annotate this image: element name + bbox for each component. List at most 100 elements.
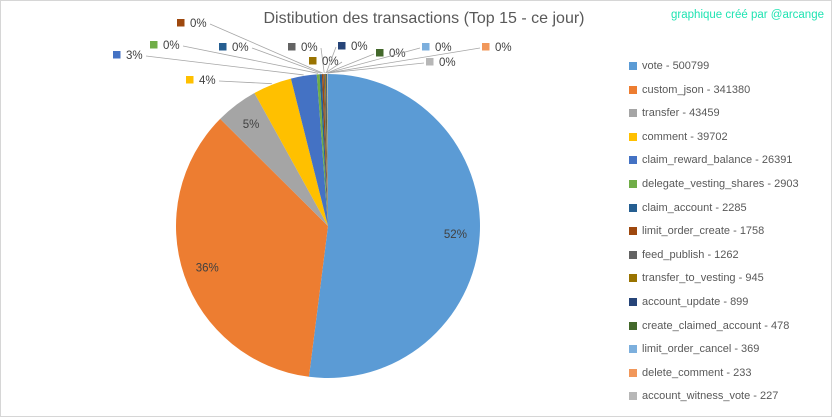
- pie-slice-feed_publish: [323, 74, 328, 226]
- pct-label-transfer: 5%: [243, 119, 260, 131]
- pie-slice-limit_order_create: [321, 74, 328, 226]
- legend-key-icon: [629, 156, 637, 165]
- callout-key-limit_order_create: [177, 19, 185, 27]
- legend-label: create_claimed_account - 478: [642, 319, 790, 332]
- pct-label-limit_order_create: 0%: [190, 18, 207, 30]
- callout-key-comment: [186, 76, 194, 84]
- legend-item-feed_publish: feed_publish - 1262: [629, 247, 799, 263]
- legend-label: feed_publish - 1262: [642, 248, 739, 261]
- legend-label: delegate_vesting_shares - 2903: [642, 177, 799, 190]
- leader-line-delegate_vesting_shares: [182, 45, 319, 74]
- legend-label: limit_order_cancel - 369: [642, 343, 760, 356]
- legend-label: account_witness_vote - 227: [642, 390, 779, 403]
- leader-line-claim_account: [251, 47, 321, 74]
- legend-item-account_witness_vote: account_witness_vote - 227: [629, 388, 799, 404]
- pct-label-custom_json: 36%: [196, 263, 219, 275]
- legend-label: account_update - 899: [642, 295, 749, 308]
- callout-key-delegate_vesting_shares: [150, 41, 158, 49]
- pct-label-comment: 4%: [199, 75, 216, 87]
- pct-label-claim_account: 0%: [232, 42, 249, 54]
- legend-item-account_update: account_update - 899: [629, 294, 799, 310]
- legend-item-transfer: transfer - 43459: [629, 105, 799, 121]
- chart-title: Distibution des transactions (Top 15 - c…: [263, 10, 585, 27]
- legend-key-icon: [629, 345, 637, 354]
- legend-item-claim_reward_balance: claim_reward_balance - 26391: [629, 152, 799, 168]
- callout-key-delete_comment: [482, 43, 490, 51]
- legend-item-delegate_vesting_shares: delegate_vesting_shares - 2903: [629, 176, 799, 192]
- leader-line-account_witness_vote: [327, 62, 425, 74]
- pct-label-delete_comment: 0%: [495, 42, 512, 54]
- legend-item-claim_account: claim_account - 2285: [629, 200, 799, 216]
- legend-item-transfer_to_vesting: transfer_to_vesting - 945: [629, 270, 799, 286]
- leader-line-account_update: [325, 46, 337, 74]
- legend-item-comment: comment - 39702: [629, 129, 799, 145]
- callout-key-create_claimed_account: [376, 49, 384, 57]
- legend-key-icon: [629, 109, 637, 118]
- pie-slice-transfer_to_vesting: [324, 74, 328, 226]
- legend-key-icon: [629, 321, 637, 330]
- legend: vote - 500799 custom_json - 341380 transfe…: [629, 58, 799, 404]
- legend-item-delete_comment: delete_comment - 233: [629, 365, 799, 381]
- pct-label-feed_publish: 0%: [301, 42, 318, 54]
- pie-slice-limit_order_cancel: [327, 74, 328, 226]
- legend-label: claim_account - 2285: [642, 201, 747, 214]
- legend-item-create_claimed_account: create_claimed_account - 478: [629, 318, 799, 334]
- leader-line-claim_reward_balance: [145, 55, 304, 76]
- legend-label: delete_comment - 233: [642, 366, 752, 379]
- legend-key-icon: [629, 132, 637, 141]
- pct-label-limit_order_cancel: 0%: [435, 42, 452, 54]
- pie-slice-transfer: [220, 92, 328, 226]
- credit-text: graphique créé par @arcange: [671, 9, 824, 21]
- legend-key-icon: [629, 297, 637, 306]
- legend-key-icon: [629, 85, 637, 94]
- pct-label-account_update: 0%: [351, 41, 368, 53]
- legend-key-icon: [629, 250, 637, 259]
- leader-line-delete_comment: [327, 47, 481, 74]
- leader-line-limit_order_cancel: [327, 47, 421, 74]
- pie-slice-claim_reward_balance: [290, 74, 328, 226]
- legend-label: transfer_to_vesting - 945: [642, 272, 764, 285]
- legend-label: claim_reward_balance - 26391: [642, 154, 793, 167]
- callout-key-account_witness_vote: [426, 58, 434, 66]
- leader-line-create_claimed_account: [326, 53, 375, 74]
- legend-key-icon: [629, 203, 637, 212]
- pie-slice-create_claimed_account: [326, 74, 328, 226]
- legend-key-icon: [629, 368, 637, 377]
- pie-slice-custom_json: [176, 118, 328, 377]
- legend-label: limit_order_create - 1758: [642, 225, 765, 238]
- legend-key-icon: [629, 179, 637, 188]
- callout-key-limit_order_cancel: [422, 43, 430, 51]
- callout-key-feed_publish: [288, 43, 296, 51]
- pie-slice-comment: [254, 78, 328, 226]
- legend-key-icon: [629, 392, 637, 401]
- leader-line-feed_publish: [320, 47, 325, 74]
- callout-key-account_update: [338, 42, 346, 50]
- pct-label-vote: 52%: [444, 229, 467, 241]
- legend-label: comment - 39702: [642, 130, 728, 143]
- callout-key-claim_account: [219, 43, 227, 51]
- legend-key-icon: [629, 274, 637, 283]
- pie-slice-vote: [308, 73, 481, 378]
- legend-label: custom_json - 341380: [642, 83, 751, 96]
- legend-label: vote - 500799: [642, 60, 710, 72]
- legend-key-icon: [629, 62, 637, 70]
- legend-key-icon: [629, 227, 637, 236]
- pie-slice-delegate_vesting_shares: [316, 74, 328, 227]
- legend-item-vote: vote - 500799: [629, 58, 799, 74]
- pct-label-claim_reward_balance: 3%: [126, 50, 143, 62]
- legend-item-custom_json: custom_json - 341380: [629, 82, 799, 98]
- legend-item-limit_order_create: limit_order_create - 1758: [629, 223, 799, 239]
- leader-line-limit_order_create: [209, 23, 323, 74]
- pct-label-account_witness_vote: 0%: [439, 57, 456, 69]
- callout-key-claim_reward_balance: [113, 51, 121, 59]
- leader-line-comment: [218, 80, 272, 85]
- leader-line-transfer_to_vesting: [325, 61, 343, 74]
- pie-slice-account_update: [325, 74, 328, 226]
- pie-slice-claim_account: [319, 74, 328, 226]
- pct-label-delegate_vesting_shares: 0%: [163, 40, 180, 52]
- callout-key-transfer_to_vesting: [309, 57, 317, 65]
- legend-item-limit_order_cancel: limit_order_cancel - 369: [629, 341, 799, 357]
- legend-label: transfer - 43459: [642, 107, 720, 120]
